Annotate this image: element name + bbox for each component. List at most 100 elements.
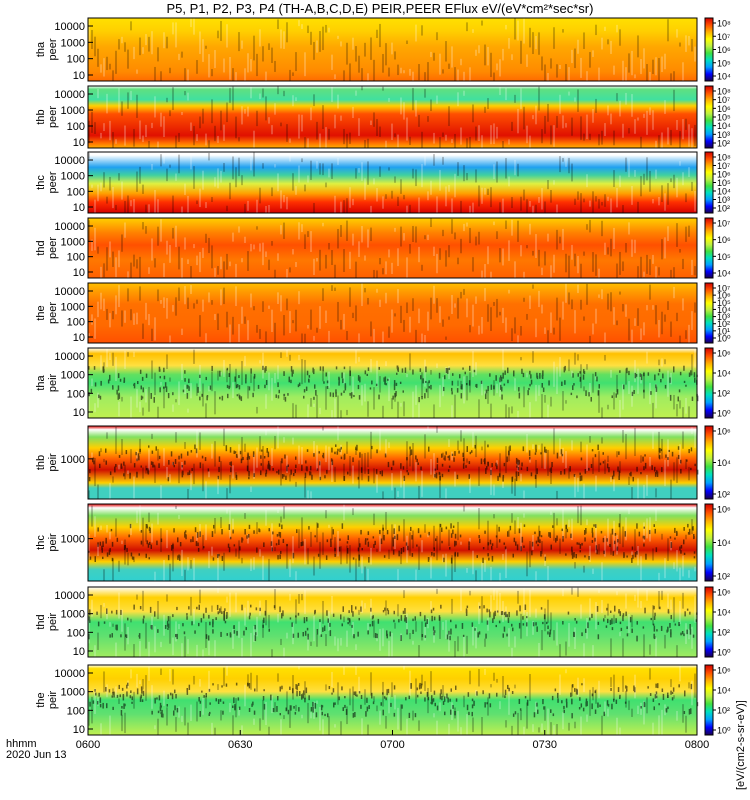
y-tick-label: 10000 xyxy=(54,221,85,233)
y-tick-label: 10000 xyxy=(54,21,85,33)
colorbar-tick-label: 10³ xyxy=(717,312,730,322)
panel-label-species: peir xyxy=(47,373,59,392)
spectrogram-texture xyxy=(88,587,696,657)
colorbar-tick-label: 10⁶ xyxy=(717,588,731,598)
panel-label-probe: thd xyxy=(35,614,47,629)
colorbar-tick-label: 10⁴ xyxy=(717,538,731,548)
panel-thd-peir: 10 100 1000 10000 thd peir 10⁰ 10² 10⁴ 10⁶ xyxy=(35,586,731,658)
y-tick-label: 1000 xyxy=(61,105,85,117)
panel-frame xyxy=(87,503,698,582)
panel-thb-peir: 1000 thb peir 10² 10⁴ 10⁶ xyxy=(35,425,731,500)
y-tick-label: 10000 xyxy=(54,89,85,101)
colorbar-tick-label: 10³ xyxy=(717,195,730,205)
colorbar-tick-label: 10⁶ xyxy=(717,505,731,515)
colorbar-tick-label: 10⁵ xyxy=(717,113,731,123)
panel-frame xyxy=(87,282,698,344)
colorbar-tick-label: 10⁶ xyxy=(717,291,731,301)
colorbar-tick-label: 10⁴ xyxy=(717,72,731,82)
colorbar-tick-label: 10² xyxy=(717,572,730,582)
y-tick-label: 10000 xyxy=(54,668,85,680)
colorbar-tick-label: 10² xyxy=(717,139,730,149)
y-tick-label: 1000 xyxy=(61,609,85,621)
x-tick-label: 0600 xyxy=(76,739,100,751)
colorbar: 10⁰ 10² 10⁴ 10⁶ xyxy=(704,664,731,736)
spectrogram-image xyxy=(88,152,697,213)
colorbar: 10⁴ 10⁵ 10⁶ 10⁷ xyxy=(704,217,731,279)
spectrogram-texture xyxy=(88,348,696,418)
colorbar-tick-label: 10⁴ xyxy=(717,269,731,279)
time-axis-label-date: 2020 Jun 13 xyxy=(6,749,67,761)
panel-thd-peer: 10 100 1000 10000 thd peer 10⁴ 10⁵ 10⁶ 10⁷ xyxy=(35,217,731,279)
colorbar-tick-label: 10⁷ xyxy=(717,32,730,42)
colorbar-tick-label: 10⁶ xyxy=(717,104,731,114)
panel-label-species: peer xyxy=(47,38,59,60)
spectrogram-texture xyxy=(88,18,696,81)
y-tick-label: 1000 xyxy=(61,236,85,248)
panel-the-peir: 10 100 1000 10000 the peir 10⁰ 10² 10⁴ 10⁶ xyxy=(35,664,731,736)
y-tick-label: 10 xyxy=(73,332,85,344)
colorbar-tick-label: 10⁶ xyxy=(717,45,731,55)
colorbar-tick-label: 10⁴ xyxy=(717,121,731,131)
panel-thb-peer: 10 100 1000 10000 thb peer 10²10³10⁴10⁵10⁶10⁷1… xyxy=(35,85,731,149)
colorbar-tick-label: 10⁵ xyxy=(717,178,731,188)
colorbar: 10⁴ 10⁵ 10⁶ 10⁷ 10⁸ xyxy=(704,17,731,82)
colorbar-tick-label: 10⁷ xyxy=(717,161,730,171)
colorbar-tick-label: 10² xyxy=(717,204,730,214)
colorbar-tick-label: 10⁸ xyxy=(717,19,731,29)
spectrogram-dropouts xyxy=(89,682,699,719)
colorbar-tick-label: 10² xyxy=(717,490,730,500)
time-axis-label-hhmm: hhmm xyxy=(6,738,37,750)
spectrogram-image xyxy=(88,86,697,148)
spectrogram-texture xyxy=(88,86,696,148)
y-tick-label: 1000 xyxy=(61,171,85,183)
x-tick-label: 0630 xyxy=(228,739,252,751)
colorbar-tick-label: 10⁴ xyxy=(717,458,731,468)
panel-label-species: peer xyxy=(47,106,59,128)
panel-thc-peir: 1000 thc peir 10² 10⁴ 10⁶ xyxy=(35,503,731,582)
spectrogram-image xyxy=(88,283,697,343)
y-tick-label: 100 xyxy=(67,388,85,400)
colorbar-tick-label: 10⁴ xyxy=(717,686,731,696)
panel-label-species: peir xyxy=(47,612,59,631)
colorbar-tick-label: 10⁰ xyxy=(717,334,731,344)
y-tick-label: 10 xyxy=(73,137,85,149)
panel-label-probe: thc xyxy=(35,535,47,550)
colorbar-tick-label: 10⁶ xyxy=(717,235,731,245)
panel-frame xyxy=(87,17,698,82)
panel-frame xyxy=(87,151,698,214)
spectrogram-dropouts xyxy=(88,444,699,482)
colorbar-tick-label: 10³ xyxy=(717,130,730,140)
panel-label-probe: thb xyxy=(35,109,47,124)
colorbar-tick-label: 10² xyxy=(717,706,730,716)
panel-label-probe: thc xyxy=(35,175,47,190)
panel-label-probe: tha xyxy=(35,374,47,390)
spectrogram-image xyxy=(88,218,697,278)
colorbar-tick-label: 10⁸ xyxy=(717,87,731,97)
y-tick-label: 100 xyxy=(67,54,85,66)
panel-frame xyxy=(87,85,698,149)
spectrogram-dropouts xyxy=(88,523,696,564)
y-tick-label: 10 xyxy=(73,70,85,82)
panel-label-probe: thd xyxy=(35,240,47,255)
panel-tha-peir: 10 100 1000 10000 tha peir 10⁰ 10² 10⁴ 10⁶ xyxy=(35,347,731,419)
panel-label-probe: the xyxy=(35,692,47,707)
spectrogram-image xyxy=(88,18,697,81)
y-tick-label: 10 xyxy=(73,646,85,658)
y-tick-label: 10 xyxy=(73,724,85,736)
panel-label-species: peer xyxy=(47,171,59,193)
time-axis: 0600 0630 0700 0730 0800 xyxy=(76,730,709,751)
spectrogram-image xyxy=(88,665,697,735)
spectrogram-texture xyxy=(88,218,696,278)
colorbar-tick-label: 10² xyxy=(717,319,730,329)
panel-label-probe: tha xyxy=(35,41,47,57)
y-tick-label: 1000 xyxy=(61,37,85,49)
y-tick-label: 1000 xyxy=(61,534,85,546)
panel-thc-peer: 10 100 1000 10000 thc peer 10²10³10⁴10⁵10⁶10⁷1… xyxy=(35,151,731,214)
panel-frame xyxy=(87,425,698,500)
y-tick-label: 10000 xyxy=(54,351,85,363)
